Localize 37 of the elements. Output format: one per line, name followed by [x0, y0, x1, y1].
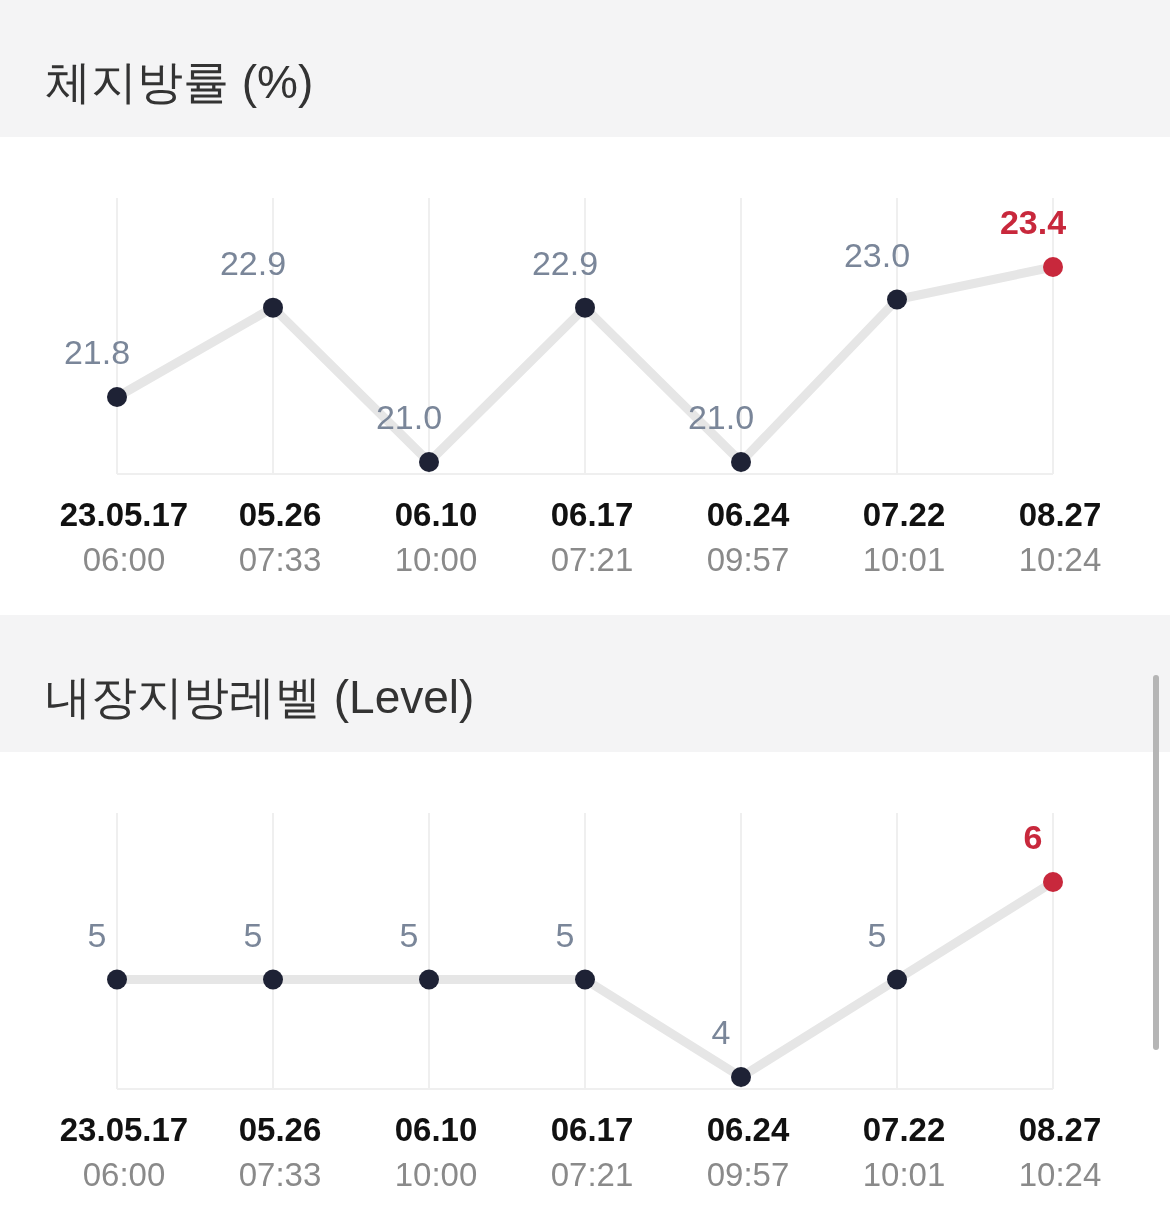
- data-label: 6: [1023, 818, 1043, 856]
- point: [263, 297, 283, 318]
- chart-title: 내장지방레벨 (Level): [45, 671, 475, 723]
- data-label: 5: [243, 915, 263, 954]
- data-label: 22.9: [219, 243, 287, 282]
- x-tick-label: 07.22 10:01: [862, 1111, 946, 1193]
- data-label: 21.8: [63, 333, 131, 371]
- point: [575, 297, 595, 318]
- point: [107, 387, 127, 407]
- data-label: 5: [399, 915, 419, 954]
- x-tick-label: 06.24 09:57: [706, 1111, 790, 1193]
- point: [419, 452, 439, 472]
- chart-title: 체지방률 (%): [45, 56, 314, 108]
- x-tick-label: 23.05.17 06:00: [59, 1111, 189, 1193]
- data-label: 23.0: [843, 235, 911, 274]
- x-tick-label: 07.22 10:01: [862, 496, 946, 578]
- x-tick-label: 08.27 10:24: [1018, 1111, 1102, 1193]
- data-label: 23.4: [999, 203, 1067, 241]
- data-label: 5: [87, 915, 107, 954]
- data-label: 21.0: [375, 398, 443, 436]
- data-label: 5: [867, 915, 887, 954]
- point: [1043, 257, 1063, 277]
- data-label: 22.9: [531, 243, 599, 282]
- data-label: 4: [711, 1013, 731, 1051]
- x-tick-label: 06.24 09:57: [706, 496, 790, 578]
- x-tick-label: 06.10 10:00: [394, 496, 478, 578]
- x-tick-label: 05.26 07:33: [238, 496, 322, 578]
- x-tick-label: 05.26 07:33: [238, 1111, 322, 1193]
- point: [731, 452, 751, 472]
- data-label: 21.0: [687, 398, 755, 436]
- x-tick-label: 23.05.17 06:00: [59, 496, 189, 578]
- data-label: 5: [555, 915, 575, 954]
- x-tick-label: 06.17 07:21: [550, 1111, 634, 1193]
- x-tick-label: 06.17 07:21: [550, 496, 634, 578]
- x-tick-label: 08.27 10:24: [1018, 496, 1102, 578]
- point: [887, 289, 907, 310]
- x-tick-label: 06.10 10:00: [394, 1111, 478, 1193]
